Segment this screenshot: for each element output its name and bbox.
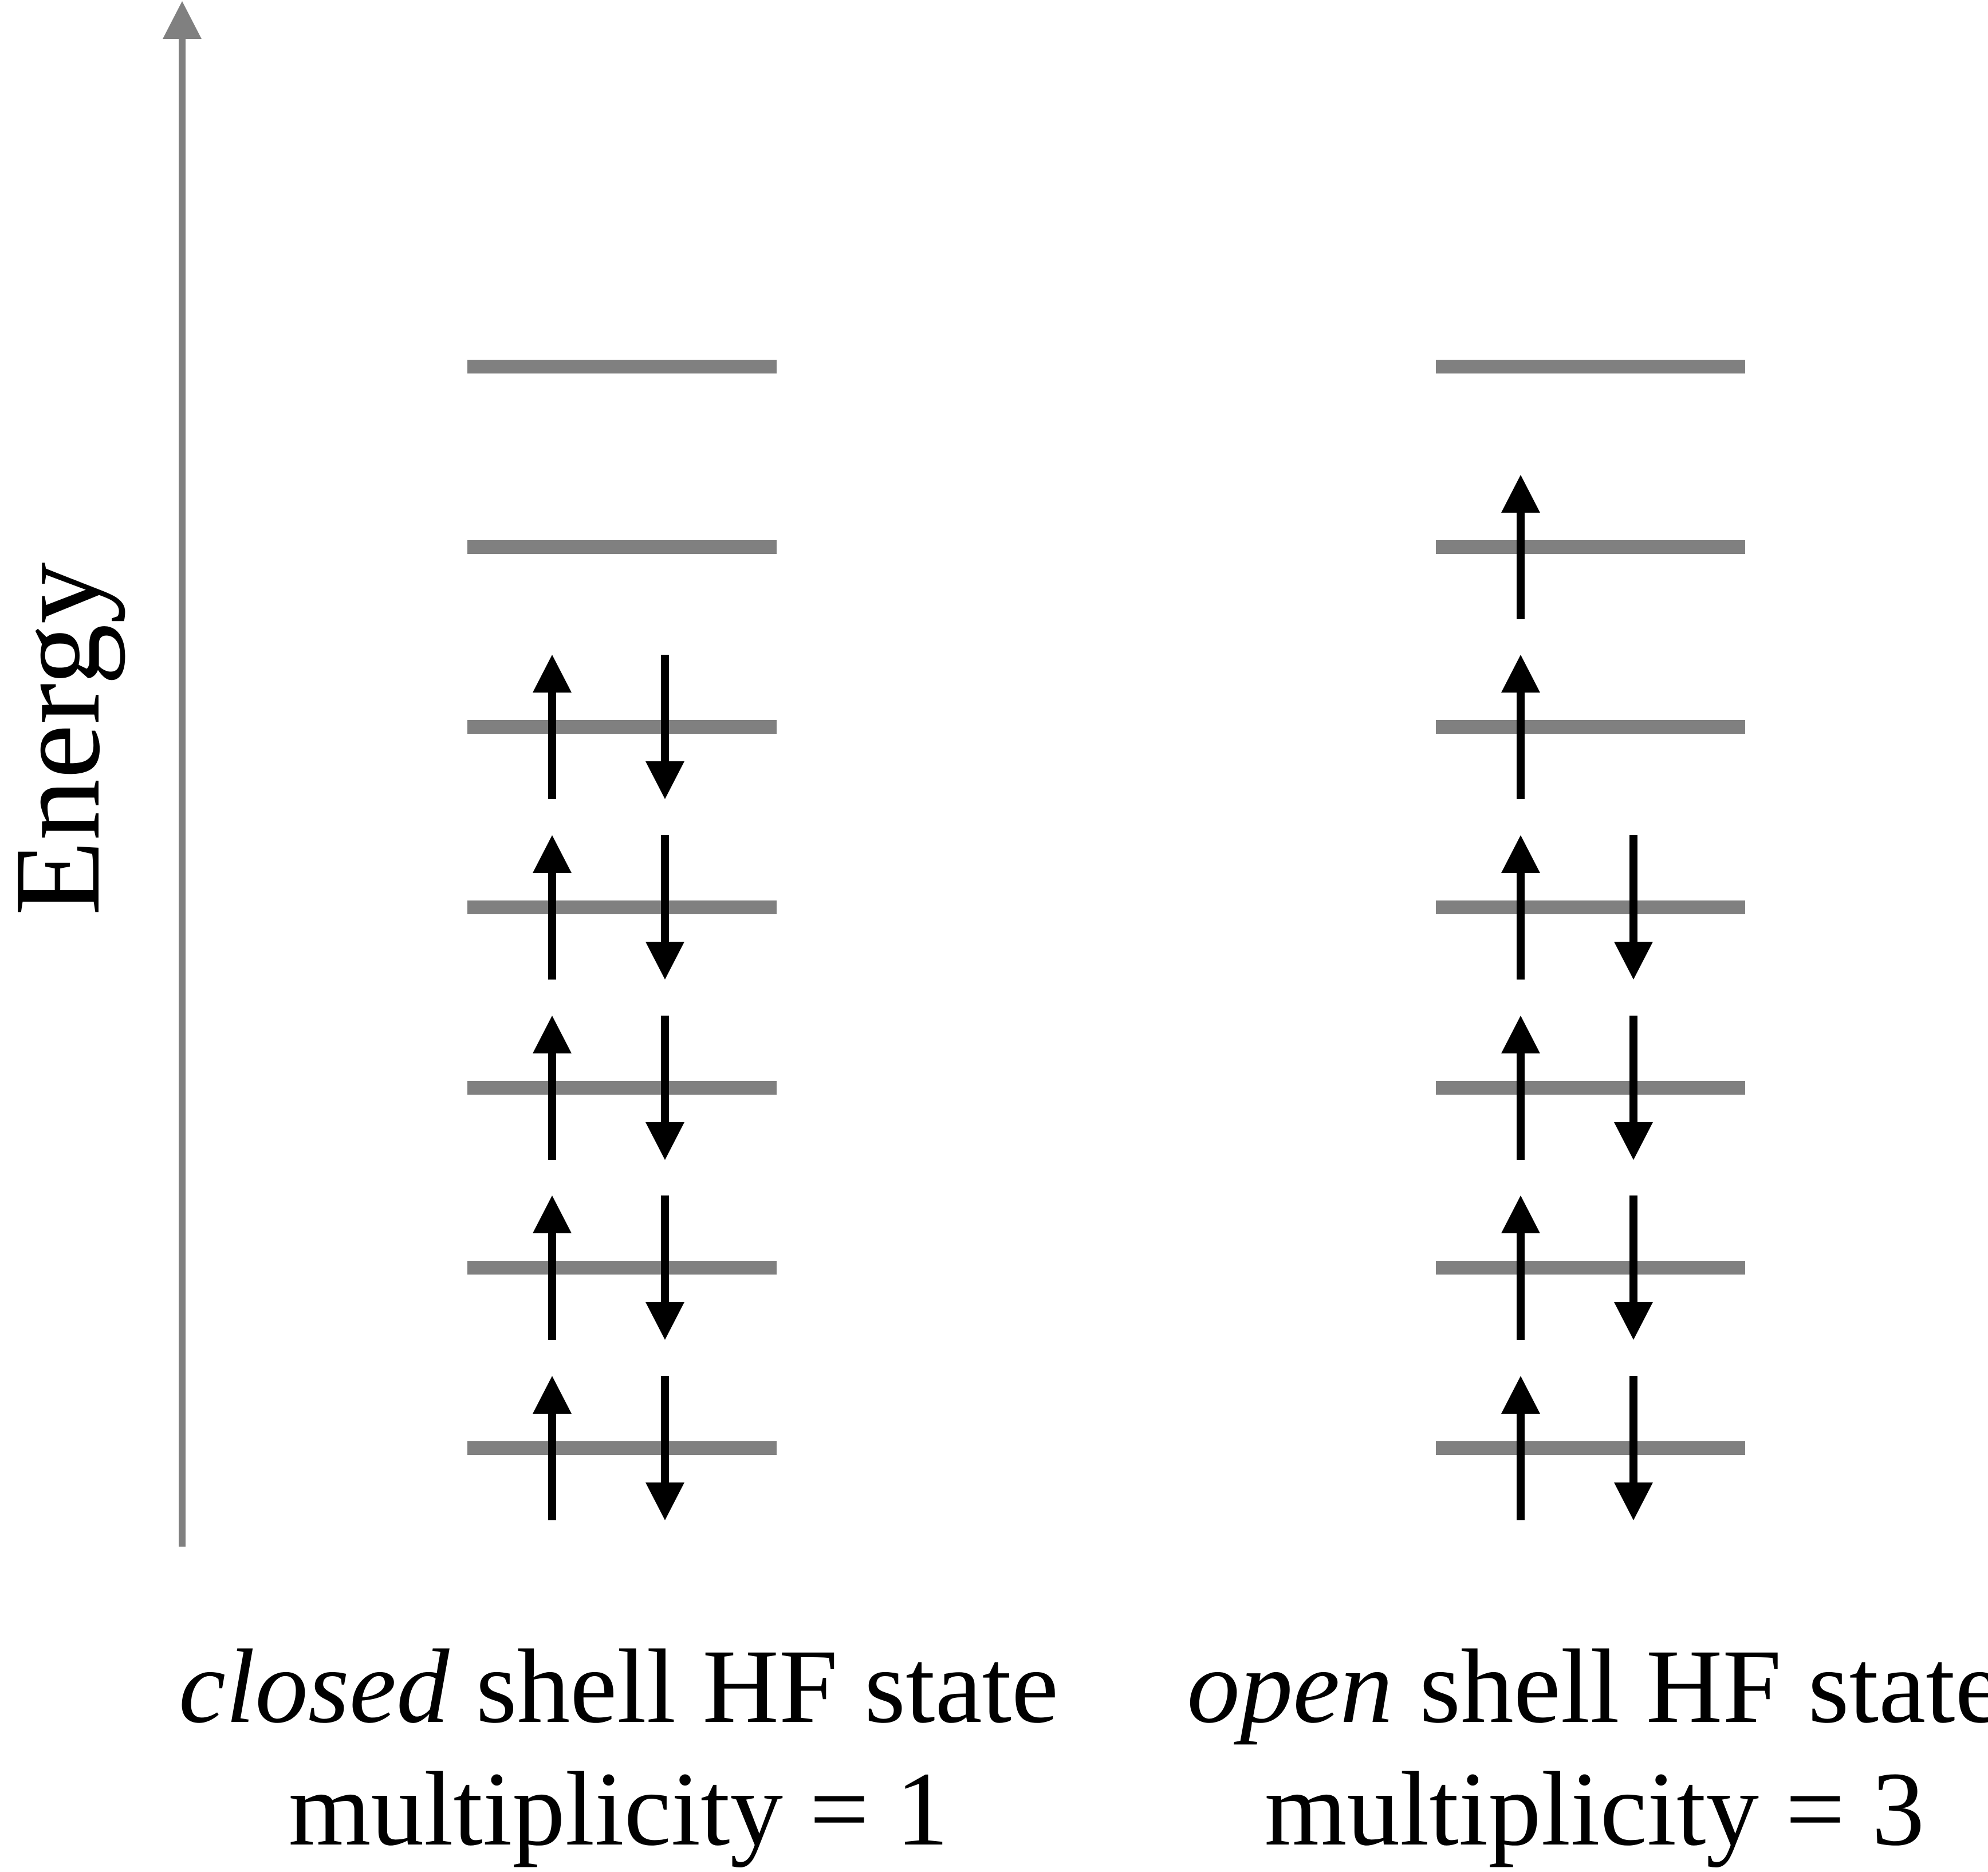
energy-level-line — [467, 1261, 777, 1275]
energy-level-line — [467, 1081, 777, 1095]
spin-up-arrow-icon — [1501, 475, 1540, 619]
spin-up-arrow-icon — [533, 1195, 572, 1340]
energy-level-line — [1436, 900, 1745, 914]
caption-closed-line1: closed shell HF state — [126, 1626, 1111, 1748]
energy-level-line — [1436, 1261, 1745, 1275]
energy-level-line — [1436, 360, 1745, 373]
arrow-head — [645, 942, 684, 980]
spin-down-arrow-icon — [1614, 1016, 1653, 1160]
arrow-shaft — [1517, 688, 1525, 799]
spin-up-arrow-icon — [1501, 835, 1540, 980]
caption-closed-rest: shell HF state — [449, 1628, 1059, 1745]
caption-closed-shell: closed shell HF state multiplicity = 1 — [126, 1626, 1111, 1871]
energy-axis-label: Energy — [0, 562, 125, 916]
arrow-head — [533, 1376, 572, 1414]
arrow-head — [645, 1302, 684, 1340]
arrow-shaft — [1517, 868, 1525, 980]
spin-up-arrow-icon — [1501, 1016, 1540, 1160]
arrow-head — [1501, 1376, 1540, 1414]
arrow-shaft — [548, 1409, 556, 1520]
caption-open-rest: shell HF state — [1392, 1628, 1988, 1745]
spin-up-arrow-icon — [533, 1016, 572, 1160]
energy-level-line — [1436, 1081, 1745, 1095]
arrow-shaft — [1629, 835, 1637, 946]
caption-closed-italic-word: closed — [178, 1628, 450, 1745]
arrow-head — [1501, 1195, 1540, 1233]
arrow-head — [1501, 475, 1540, 513]
arrow-shaft — [1517, 1409, 1525, 1520]
spin-down-arrow-icon — [645, 1376, 684, 1520]
arrow-head — [533, 655, 572, 693]
energy-axis-line — [179, 37, 186, 1547]
arrow-shaft — [1629, 1195, 1637, 1307]
arrow-shaft — [1629, 1016, 1637, 1127]
spin-down-arrow-icon — [645, 655, 684, 799]
arrow-head — [645, 1482, 684, 1520]
arrow-shaft — [548, 868, 556, 980]
spin-down-arrow-icon — [645, 1195, 684, 1340]
arrow-head — [533, 1195, 572, 1233]
arrow-head — [645, 1122, 684, 1160]
arrow-shaft — [1517, 508, 1525, 619]
energy-level-line — [1436, 720, 1745, 734]
arrow-head — [1614, 1122, 1653, 1160]
arrow-shaft — [548, 1049, 556, 1160]
arrow-shaft — [548, 1229, 556, 1340]
arrow-shaft — [1517, 1229, 1525, 1340]
spin-up-arrow-icon — [1501, 655, 1540, 799]
energy-level-line — [1436, 1441, 1745, 1455]
arrow-shaft — [548, 688, 556, 799]
arrow-head — [533, 835, 572, 873]
arrow-shaft — [1629, 1376, 1637, 1487]
arrow-shaft — [661, 655, 669, 766]
energy-level-line — [1436, 540, 1745, 554]
caption-open-shell: open shell HF state multiplicity = 3 — [1102, 1626, 1988, 1871]
spin-down-arrow-icon — [645, 1016, 684, 1160]
arrow-head — [1501, 655, 1540, 693]
arrow-shaft — [661, 1376, 669, 1487]
energy-level-line — [467, 720, 777, 734]
arrow-shaft — [661, 1195, 669, 1307]
caption-closed-line2: multiplicity = 1 — [288, 1751, 949, 1868]
arrow-shaft — [661, 835, 669, 946]
spin-up-arrow-icon — [533, 1376, 572, 1520]
arrow-head — [533, 1016, 572, 1053]
energy-level-line — [467, 360, 777, 373]
energy-level-line — [467, 540, 777, 554]
caption-open-line1: open shell HF state — [1102, 1626, 1988, 1748]
energy-level-line — [467, 1441, 777, 1455]
caption-open-line2: multiplicity = 3 — [1264, 1751, 1925, 1868]
arrow-shaft — [1517, 1049, 1525, 1160]
spin-down-arrow-icon — [1614, 835, 1653, 980]
spin-up-arrow-icon — [533, 655, 572, 799]
spin-down-arrow-icon — [645, 835, 684, 980]
arrow-head — [1614, 942, 1653, 980]
arrow-head — [1614, 1482, 1653, 1520]
arrow-head — [645, 761, 684, 799]
spin-up-arrow-icon — [1501, 1195, 1540, 1340]
spin-down-arrow-icon — [1614, 1195, 1653, 1340]
energy-level-line — [467, 900, 777, 914]
caption-open-italic-word: open — [1187, 1628, 1393, 1745]
spin-up-arrow-icon — [533, 835, 572, 980]
arrow-shaft — [661, 1016, 669, 1127]
arrow-head — [1501, 835, 1540, 873]
axis-up-arrowhead-icon — [163, 1, 202, 39]
arrow-head — [1614, 1302, 1653, 1340]
arrow-head — [1501, 1016, 1540, 1053]
spin-up-arrow-icon — [1501, 1376, 1540, 1520]
spin-down-arrow-icon — [1614, 1376, 1653, 1520]
